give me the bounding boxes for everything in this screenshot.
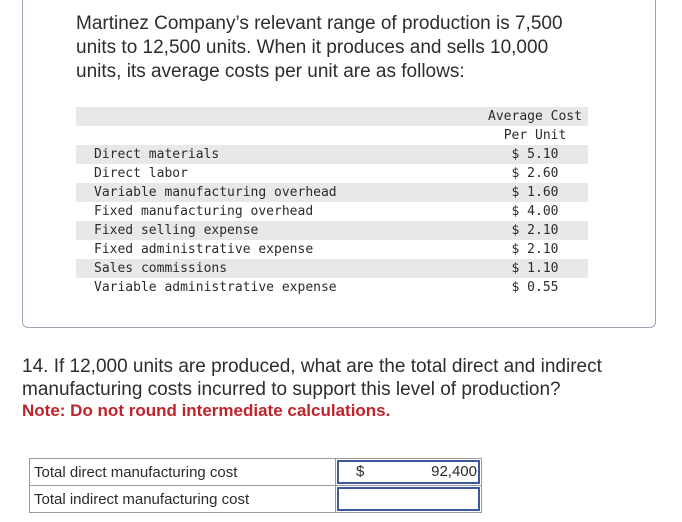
cost-table-header: Average Cost [76,107,588,126]
row-value: $ 1.60 [482,183,588,202]
indirect-cost-input[interactable] [335,485,482,513]
row-label: Fixed selling expense [76,221,482,240]
input-value[interactable]: 92,400 [431,463,477,480]
answer-label: Total direct manufacturing cost [29,458,336,486]
table-row: Direct materials $ 5.10 [76,145,588,164]
cost-table: Average Cost Per Unit Direct materials $… [76,107,588,297]
problem-panel [22,0,656,328]
table-row: Sales commissions $ 1.10 [76,259,588,278]
answer-table: Total direct manufacturing cost $ 92,400… [29,458,482,513]
answer-row-indirect: Total indirect manufacturing cost [29,485,482,513]
cost-table-header-2: Per Unit [76,126,588,145]
intro-text: Martinez Company’s relevant range of pro… [76,13,563,82]
direct-cost-input[interactable]: $ 92,400 [335,458,482,486]
table-row: Direct labor $ 2.60 [76,164,588,183]
input-border[interactable] [337,487,480,511]
table-row: Variable administrative expense $ 0.55 [76,278,588,297]
header-per-unit: Per Unit [503,128,567,143]
row-value: $ 2.10 [511,242,559,257]
row-value: $ 2.10 [482,221,588,240]
table-row: Variable manufacturing overhead $ 1.60 [76,183,588,202]
row-label: Direct materials [76,145,482,164]
row-value: $ 0.55 [511,280,559,295]
row-label: Fixed administrative expense [94,242,314,257]
row-label: Direct labor [94,166,188,181]
input-border[interactable] [337,460,480,484]
table-row: Fixed selling expense $ 2.10 [76,221,588,240]
currency-symbol: $ [356,463,365,480]
rounding-note: Note: Do not round intermediate calculat… [22,401,391,420]
header-average-cost: Average Cost [482,107,588,126]
row-value: $ 1.10 [482,259,588,278]
row-label: Variable manufacturing overhead [76,183,482,202]
row-value: $ 5.10 [482,145,588,164]
table-row: Fixed administrative expense $ 2.10 [76,240,588,259]
row-label: Fixed manufacturing overhead [94,204,314,219]
answer-row-direct: Total direct manufacturing cost $ 92,400 [29,458,482,486]
answer-label: Total indirect manufacturing cost [29,485,336,513]
row-value: $ 2.60 [511,166,559,181]
table-row: Fixed manufacturing overhead $ 4.00 [76,202,588,221]
row-value: $ 4.00 [511,204,559,219]
row-label: Variable administrative expense [94,280,337,295]
row-label: Sales commissions [76,259,482,278]
question-text: 14. If 12,000 units are produced, what a… [22,356,602,400]
